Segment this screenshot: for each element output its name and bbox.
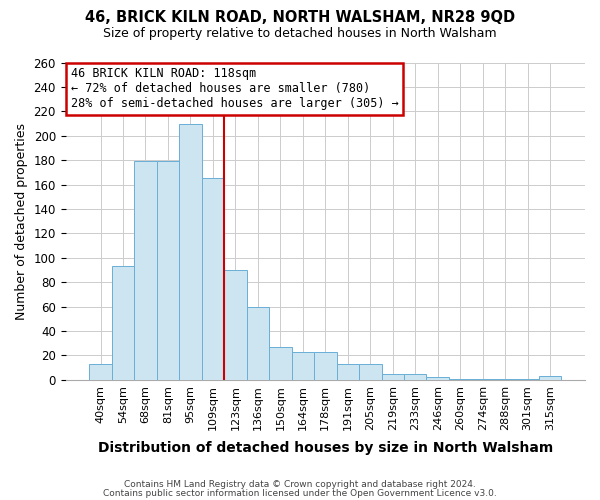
Bar — [247, 306, 269, 380]
Bar — [337, 364, 359, 380]
Bar — [359, 364, 382, 380]
Bar — [112, 266, 134, 380]
Bar — [157, 162, 179, 380]
Bar — [494, 378, 517, 380]
Bar — [269, 347, 292, 380]
Bar — [517, 378, 539, 380]
Bar — [202, 178, 224, 380]
Bar — [472, 378, 494, 380]
Bar — [179, 124, 202, 380]
Text: 46, BRICK KILN ROAD, NORTH WALSHAM, NR28 9QD: 46, BRICK KILN ROAD, NORTH WALSHAM, NR28… — [85, 10, 515, 25]
Bar — [134, 162, 157, 380]
Bar — [224, 270, 247, 380]
Bar — [89, 364, 112, 380]
Bar — [539, 376, 562, 380]
Text: 46 BRICK KILN ROAD: 118sqm
← 72% of detached houses are smaller (780)
28% of sem: 46 BRICK KILN ROAD: 118sqm ← 72% of deta… — [71, 68, 398, 110]
Y-axis label: Number of detached properties: Number of detached properties — [15, 122, 28, 320]
Bar — [382, 374, 404, 380]
Bar — [314, 352, 337, 380]
Bar — [404, 374, 427, 380]
Bar — [449, 378, 472, 380]
Text: Contains public sector information licensed under the Open Government Licence v3: Contains public sector information licen… — [103, 488, 497, 498]
Bar — [427, 378, 449, 380]
Bar — [292, 352, 314, 380]
X-axis label: Distribution of detached houses by size in North Walsham: Distribution of detached houses by size … — [98, 441, 553, 455]
Text: Contains HM Land Registry data © Crown copyright and database right 2024.: Contains HM Land Registry data © Crown c… — [124, 480, 476, 489]
Text: Size of property relative to detached houses in North Walsham: Size of property relative to detached ho… — [103, 28, 497, 40]
